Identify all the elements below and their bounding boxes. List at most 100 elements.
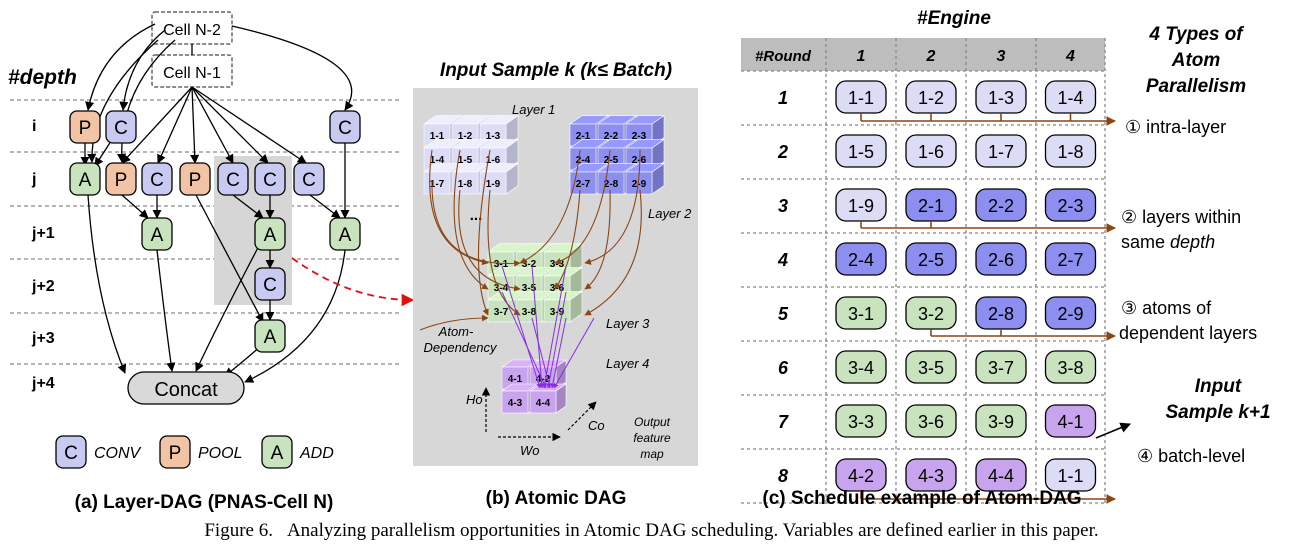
layer-4-label: Layer 4 — [606, 356, 649, 371]
schedule-atom-r3-e4-label: 2-3 — [1057, 196, 1083, 216]
round-number-5: 5 — [778, 304, 789, 324]
schedule-header-bg — [741, 38, 1105, 71]
atom-3_7-label: 3-7 — [494, 307, 509, 318]
atom-1_2-label: 1-2 — [458, 131, 473, 142]
schedule-atom-r5-e2-label: 3-2 — [918, 304, 944, 324]
round-number-3: 3 — [778, 196, 788, 216]
schedule-atom-r4-e1 — [835, 242, 887, 276]
legend-pool-letter: P — [169, 443, 182, 464]
type-4-label: ④ batch-level — [1137, 446, 1245, 466]
round-number-1: 1 — [778, 88, 788, 108]
bracket-dependent-layers — [930, 329, 1116, 341]
schedule-atom-r2-e2 — [905, 134, 957, 168]
node-i-pool-label: P — [79, 118, 92, 139]
node-i-conv-2 — [329, 110, 361, 144]
node-j-conv-1-label: C — [150, 170, 164, 191]
atom-3_2-label: 3-2 — [522, 259, 537, 270]
depth-separators — [10, 99, 400, 365]
caption-label: Figure 6. — [204, 520, 273, 541]
atom-4_3-label: 4-3 — [508, 398, 523, 409]
atom-2_3: 2-3 — [625, 115, 665, 147]
panel-a-layer-dag: #depth i j j+1 j+2 j+3 j+4 Cell N-2 Cell… — [8, 11, 415, 513]
atom-dependency-arrows — [419, 149, 642, 331]
schedule-atom-r5-e1-label: 3-1 — [848, 304, 874, 324]
atom-1_8-label: 1-8 — [458, 179, 473, 190]
schedule-gridlines — [741, 38, 1106, 504]
schedule-atom-r8-e2-label: 4-3 — [918, 466, 944, 486]
engine-label: #Engine — [917, 8, 991, 29]
node-j-pool-2 — [179, 162, 211, 196]
row-label-j: j — [31, 171, 36, 188]
schedule-atom-r4-e3 — [975, 242, 1027, 276]
feature-map-axes — [481, 387, 597, 442]
atom-3_8-label: 3-8 — [522, 307, 537, 318]
schedule-atom-r5-e1 — [835, 296, 887, 330]
axis-ho-label: Ho — [466, 392, 483, 407]
schedule-atom-r2-e1-label: 1-5 — [848, 142, 874, 162]
node-j-conv-2 — [217, 162, 249, 196]
node-i-pool — [69, 110, 101, 144]
atom-1_3-label: 1-3 — [486, 131, 501, 142]
schedule-atom-r8-e1-label: 4-2 — [848, 466, 874, 486]
schedule-atom-r2-e1 — [835, 134, 887, 168]
layer-dag-edges — [80, 23, 354, 383]
figure-canvas: #depth i j j+1 j+2 j+3 j+4 Cell N-2 Cell… — [8, 8, 1271, 513]
atom-2_8-label: 2-8 — [604, 179, 619, 190]
schedule-atom-r3-e3-label: 2-2 — [988, 196, 1014, 216]
legend-conv-swatch — [55, 435, 87, 469]
schedule-atom-r4-e2-label: 2-5 — [918, 250, 944, 270]
types-title: 4 Types of Atom Parallelism — [1146, 24, 1246, 97]
schedule-atom-r3-e3 — [975, 188, 1027, 222]
panel-a-title: (a) Layer-DAG (PNAS-Cell N) — [75, 492, 334, 513]
legend-pool-swatch — [159, 435, 191, 469]
depth-row-labels: i j j+1 j+2 j+3 j+4 — [31, 118, 55, 392]
node-j2-conv-label: C — [263, 275, 277, 296]
node-j-add — [69, 162, 101, 196]
schedule-atom-r7-e4-label: 4-1 — [1057, 412, 1083, 432]
node-j1-add-1-label: A — [151, 225, 164, 246]
legend-add-swatch — [261, 435, 293, 469]
node-j2-conv — [254, 267, 286, 301]
atom-dependency-label-2: Dependency — [424, 340, 498, 355]
schedule-atom-r4-e4-label: 2-7 — [1057, 250, 1083, 270]
schedule-atom-r4-e4 — [1044, 242, 1097, 276]
bracket-intra-layer — [860, 113, 1116, 126]
round-number-8: 8 — [778, 466, 788, 486]
type-1-label: ① intra-layer — [1125, 117, 1226, 137]
concat-label: Concat — [154, 379, 218, 401]
node-j-add-label: A — [79, 170, 92, 191]
next-sample-label-2: Sample k+1 — [1165, 402, 1270, 423]
type-3-label-1: ③ atoms of — [1121, 298, 1212, 318]
schedule-atom-r6-e2-label: 3-5 — [918, 358, 944, 378]
engine-header-1: 1 — [857, 48, 866, 65]
atom-4_1-label: 4-1 — [508, 374, 523, 385]
schedule-atom-r6-e1-label: 3-4 — [848, 358, 874, 378]
atom-2_4-label: 2-4 — [576, 155, 591, 166]
node-i-conv-2-label: C — [338, 118, 352, 139]
round-label: #Round — [755, 48, 812, 65]
caption-text: Analyzing parallelism opportunities in A… — [286, 520, 1099, 541]
cell-n2-label: Cell N-2 — [163, 22, 221, 39]
type-2-label-1: ② layers within — [1121, 207, 1241, 227]
atom-4_4-label: 4-4 — [536, 398, 551, 409]
next-sample-label-1: Input — [1195, 376, 1242, 397]
panel-c-schedule: #Engine #Round 1 2 3 41 1-1 1-2 1-3 1-42 1-5 1-6 1… — [741, 8, 1271, 509]
atom-4_4: 4-4 — [529, 383, 567, 414]
layer4-dependency-arrows — [501, 265, 595, 389]
legend-pool-label: POOL — [198, 445, 242, 462]
panel-b-heading: Input Sample k (k≤ Batch) — [440, 60, 672, 81]
layer-3-label: Layer 3 — [606, 316, 650, 331]
schedule-atom-r1-e3-label: 1-3 — [988, 88, 1014, 108]
schedule-atom-r1-e4-label: 1-4 — [1057, 88, 1083, 108]
atom-2_2-label: 2-2 — [604, 131, 619, 142]
schedule-atom-r5-e3-label: 2-8 — [988, 304, 1014, 324]
row-label-j2: j+2 — [31, 278, 55, 295]
atom-2_6-label: 2-6 — [632, 155, 647, 166]
atom-3_4-label: 3-4 — [494, 283, 509, 294]
row-label-j3: j+3 — [31, 330, 55, 347]
schedule-atom-r7-e2 — [905, 404, 957, 438]
schedule-atom-r7-e3 — [975, 404, 1027, 438]
node-j-conv-3-label: C — [263, 170, 277, 191]
atom-1_9-label: 1-9 — [486, 179, 501, 190]
node-j3-add — [254, 319, 286, 353]
